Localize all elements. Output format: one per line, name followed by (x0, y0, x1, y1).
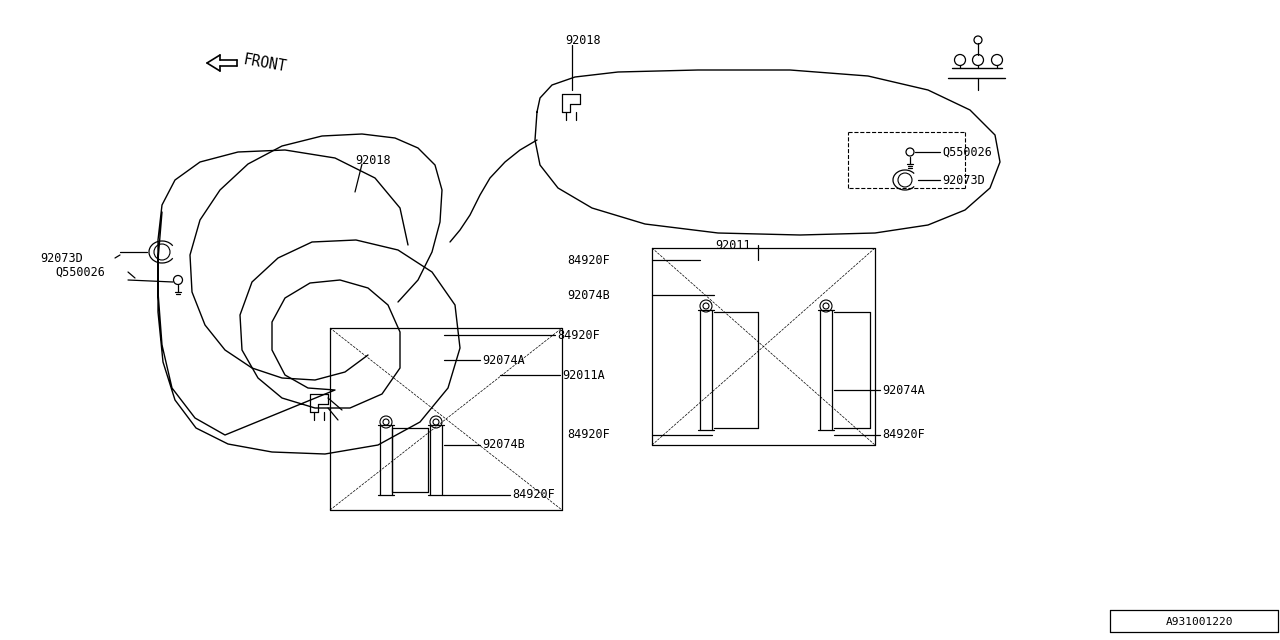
Text: 92074B: 92074B (567, 289, 611, 301)
Text: Q550026: Q550026 (942, 145, 992, 159)
Text: A931001220: A931001220 (1166, 617, 1234, 627)
Text: 84920F: 84920F (512, 488, 554, 502)
Text: 84920F: 84920F (557, 328, 600, 342)
Text: 84920F: 84920F (882, 429, 924, 442)
Text: FRONT: FRONT (242, 52, 288, 74)
Text: 84920F: 84920F (567, 253, 611, 266)
Text: Q550026: Q550026 (55, 266, 105, 278)
Text: 92018: 92018 (564, 33, 600, 47)
Text: 92074B: 92074B (483, 438, 525, 451)
Text: 92074A: 92074A (483, 353, 525, 367)
Text: 92073D: 92073D (40, 252, 83, 264)
Text: 92018: 92018 (355, 154, 390, 166)
Text: 92011A: 92011A (562, 369, 604, 381)
Text: 92073D: 92073D (942, 173, 984, 186)
Text: 92011: 92011 (716, 239, 750, 252)
Text: 84920F: 84920F (567, 429, 611, 442)
Text: 92074A: 92074A (882, 383, 924, 397)
